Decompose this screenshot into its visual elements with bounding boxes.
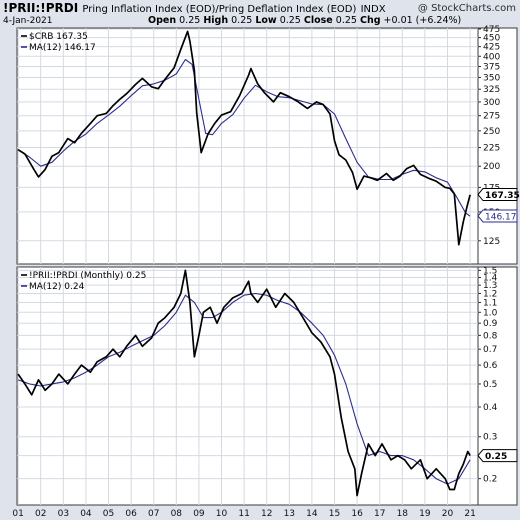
panel-top-value-tag	[477, 188, 518, 202]
panel-top-plot-area	[16, 27, 479, 265]
low-value: 0.25	[279, 15, 301, 26]
panel-bottom-y-tick-label: 0.8	[483, 331, 498, 341]
panel-top-y-axis	[477, 27, 518, 265]
high-label: High	[203, 15, 229, 26]
high-value: 0.25	[231, 15, 253, 26]
x-tick-label: 18	[397, 509, 409, 519]
x-tick-label: 17	[374, 509, 385, 519]
x-tick-label: 11	[238, 509, 249, 519]
panel-top-y-tick-label: 375	[483, 63, 500, 73]
panel-bottom-y-tick-label: 0.5	[483, 380, 497, 390]
panel-top-value-tag-label: 146.17	[485, 212, 517, 222]
symbol-description: Pring Inflation Index (EOD)/Pring Deflat…	[82, 4, 357, 15]
panel-top-y-tick-label: 400	[483, 52, 500, 62]
panel-bottom-legend-entry: !PRII:!PRDI (Monthly) 0.25	[29, 271, 146, 281]
x-tick-label: 08	[171, 509, 183, 519]
x-tick-label: 19	[419, 509, 431, 519]
open-label: Open	[148, 15, 177, 26]
price-line-bottom	[17, 269, 471, 497]
low-label: Low	[255, 15, 277, 26]
ma12-line-bottom	[17, 292, 471, 485]
panel-bottom-y-axis	[477, 266, 518, 506]
panel-top-legend-entry: $CRB 167.35	[29, 32, 88, 42]
chg-value: +0.01 (+6.24%)	[383, 15, 462, 26]
panel-top-y-tick-label: 325	[483, 85, 500, 95]
x-tick-label: 03	[58, 509, 69, 519]
panel-bottom-y-tick-label: 1.2	[483, 289, 497, 299]
x-tick-label: 20	[442, 509, 454, 519]
copyright: @ StockCharts.com	[417, 3, 516, 14]
ohlc-readout: Open 0.25 High 0.25 Low 0.25 Close 0.25 …	[148, 15, 461, 26]
x-tick-label: 16	[351, 509, 363, 519]
panel-top-y-tick-label: 450	[483, 34, 500, 44]
panel-bottom-legend-entry: MA(12) 0.24	[29, 282, 85, 292]
exchange: INDX	[360, 4, 386, 15]
panel-top-y-tick-label: 275	[483, 112, 500, 122]
x-tick-label: 05	[103, 509, 114, 519]
panel-top-y-tick-label: 250	[483, 127, 500, 137]
panel-top-y-tick-label: 425	[483, 43, 500, 53]
panel-top-value-tag-label: 167.35	[485, 191, 520, 201]
x-tick-label: 21	[464, 509, 475, 519]
x-tick-label: 10	[216, 509, 228, 519]
panel-bottom-y-tick-label: 1.0	[483, 308, 498, 318]
panel-bottom-value-tag	[477, 449, 518, 463]
panel-bottom-y-tick-label: 0.7	[483, 345, 497, 355]
x-tick-label: 06	[125, 509, 137, 519]
panel-top-y-tick-label: 125	[483, 237, 500, 247]
close-label: Close	[303, 15, 333, 26]
panel-bottom-value-tag-label: 0.25	[485, 452, 507, 462]
symbol: !PRII:!PRDI	[3, 1, 79, 15]
panel-bottom-y-tick-label: 1.4	[483, 274, 498, 284]
panel-top-y-tick-label: 300	[483, 98, 500, 108]
panel-top-value-tag	[477, 209, 518, 223]
panel-bottom-y-tick-label: 0.9	[483, 319, 498, 329]
x-tick-label: 15	[329, 509, 340, 519]
x-tick-label: 12	[261, 509, 272, 519]
panel-top-y-tick-label: 350	[483, 73, 500, 83]
panel-bottom-y-tick-label: 1.5	[483, 266, 497, 276]
open-value: 0.25	[179, 15, 201, 26]
close-value: 0.25	[335, 15, 357, 26]
chart-date: 4-Jan-2021	[3, 16, 53, 26]
panel-bottom-y-tick-label: 1.3	[483, 281, 497, 291]
x-tick-label: 07	[148, 509, 159, 519]
x-tick-label: 09	[193, 509, 205, 519]
panel-top-legend-entry: MA(12) 146.17	[29, 43, 96, 53]
panel-top-y-tick-label: 225	[483, 144, 500, 154]
panel-top-y-tick-label: 200	[483, 162, 500, 172]
panel-top-y-tick-label: 475	[483, 25, 500, 35]
panel-bottom-plot-area	[16, 266, 479, 506]
x-tick-label: 14	[306, 509, 318, 519]
x-tick-label: 02	[35, 509, 46, 519]
panel-bottom-y-tick-label: 0.3	[483, 433, 497, 443]
x-tick-label: 04	[80, 509, 92, 519]
x-tick-label: 01	[12, 509, 23, 519]
panel-bottom-y-tick-label: 0.6	[483, 361, 498, 371]
panel-bottom-y-tick-label: 0.4	[483, 403, 498, 413]
panel-bottom-y-tick-label: 1.1	[483, 298, 497, 308]
x-tick-label: 13	[284, 509, 295, 519]
panel-bottom-y-tick-label: 0.2	[483, 475, 497, 485]
chg-label: Chg	[359, 15, 381, 26]
chart-title: !PRII:!PRDI Pring Inflation Index (EOD)/…	[3, 1, 386, 15]
price-line-top	[17, 30, 471, 246]
